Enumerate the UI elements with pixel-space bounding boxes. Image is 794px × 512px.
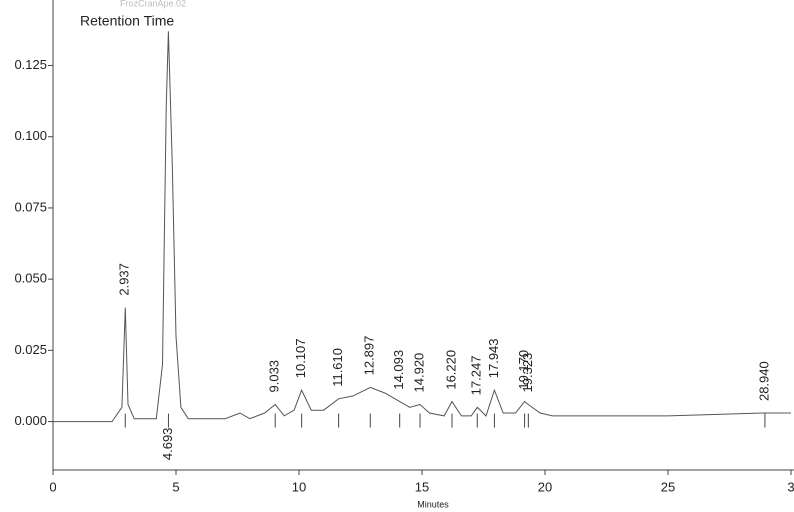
peak-label: 12.897 bbox=[362, 336, 377, 376]
annotation: Retention Time bbox=[80, 13, 174, 29]
x-tick-label: 0 bbox=[49, 479, 56, 494]
x-tick-label: 3 bbox=[787, 479, 794, 494]
signal-line bbox=[53, 31, 791, 423]
peak-label: 17.943 bbox=[486, 338, 501, 378]
y-tick-label: 0.125 bbox=[14, 57, 47, 72]
y-tick-label: 0.075 bbox=[14, 199, 47, 214]
chart-title: FrozCranApe.02 bbox=[120, 0, 186, 8]
peak-label: 19.323 bbox=[520, 353, 535, 393]
y-tick-label: 0.100 bbox=[14, 128, 47, 143]
peak-label: 2.937 bbox=[117, 263, 132, 296]
y-tick-label: 0.050 bbox=[14, 271, 47, 286]
peak-label: 19.170 bbox=[516, 350, 531, 390]
peak-label: 10.107 bbox=[293, 338, 308, 378]
x-tick-label: 15 bbox=[415, 479, 429, 494]
y-tick-label: 0.000 bbox=[14, 413, 47, 428]
peak-label: 4.693 bbox=[160, 428, 175, 461]
x-axis-label: Minutes bbox=[417, 499, 449, 509]
x-tick-label: 10 bbox=[292, 479, 306, 494]
peak-label: 17.247 bbox=[469, 356, 484, 396]
x-tick-label: 25 bbox=[661, 479, 675, 494]
peak-label: 14.920 bbox=[411, 353, 426, 393]
peak-label: 11.610 bbox=[330, 348, 345, 387]
x-tick-label: 20 bbox=[538, 479, 552, 494]
peak-label: 9.033 bbox=[267, 360, 282, 393]
peak-label: 28.940 bbox=[756, 361, 771, 401]
y-tick-label: 0.025 bbox=[14, 342, 47, 357]
peak-label: 14.093 bbox=[391, 350, 406, 390]
x-tick-label: 5 bbox=[172, 479, 179, 494]
peak-label: 16.220 bbox=[443, 350, 458, 390]
